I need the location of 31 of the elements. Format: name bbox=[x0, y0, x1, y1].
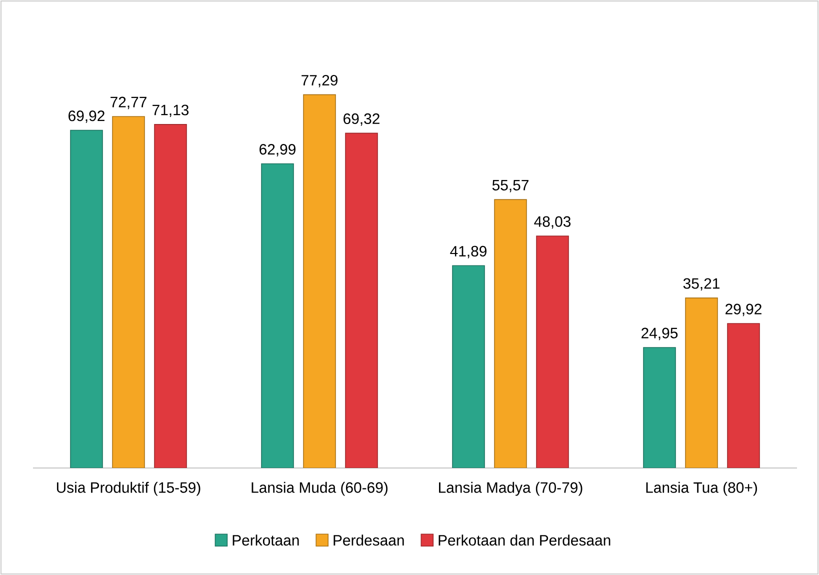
data-label: 62,99 bbox=[260, 144, 296, 156]
x-tick-label: Lansia Muda (60-69) bbox=[252, 482, 388, 496]
data-label: 77,29 bbox=[302, 74, 338, 88]
bar bbox=[303, 94, 336, 468]
legend-label: Perkotaan bbox=[232, 534, 299, 546]
bar bbox=[154, 124, 187, 468]
bar bbox=[452, 265, 485, 468]
data-label: 48,03 bbox=[534, 216, 571, 229]
legend-label: Perdesaan bbox=[334, 534, 404, 546]
bar bbox=[261, 163, 294, 468]
x-tick-label: Lansia Tua (80+) bbox=[646, 482, 757, 496]
bar bbox=[345, 132, 378, 468]
data-label: 41,89 bbox=[450, 246, 486, 258]
bar bbox=[536, 236, 569, 468]
bar bbox=[112, 116, 145, 468]
x-tick-label: Lansia Madya (70-79) bbox=[439, 482, 582, 496]
data-label: 24,95 bbox=[642, 328, 678, 340]
bar bbox=[727, 323, 760, 468]
data-label: 55,57 bbox=[492, 180, 528, 192]
bar bbox=[494, 199, 527, 468]
data-label: 69,92 bbox=[68, 110, 104, 123]
bar bbox=[685, 298, 718, 468]
data-label: 69,32 bbox=[344, 113, 380, 126]
bar bbox=[643, 347, 676, 468]
data-label: 71,13 bbox=[152, 104, 189, 118]
data-label: 35,21 bbox=[683, 278, 720, 291]
bar bbox=[70, 130, 103, 468]
legend-label: Perkotaan dan Perdesaan bbox=[438, 534, 610, 546]
x-tick-label: Usia Produktif (15-59) bbox=[56, 482, 200, 496]
data-label: 72,77 bbox=[110, 96, 146, 110]
data-label: 29,92 bbox=[726, 304, 762, 316]
